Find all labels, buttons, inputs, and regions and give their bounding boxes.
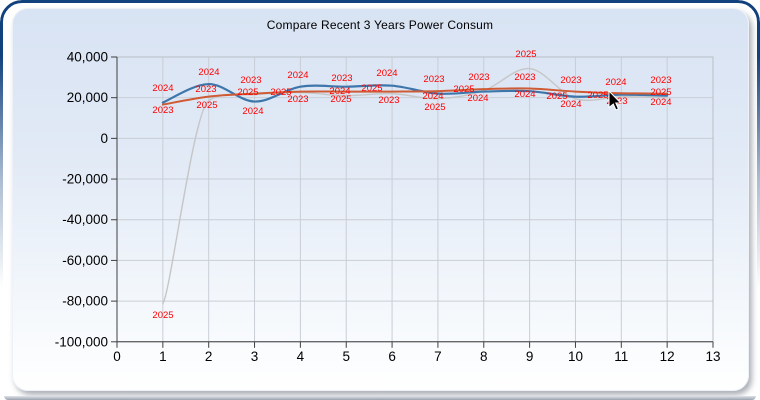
y-tick-label: -40,000: [62, 212, 108, 227]
point-mark-label: 2025: [424, 102, 445, 113]
y-tick-label: 0: [100, 131, 108, 146]
point-mark-label: 2025: [650, 87, 671, 98]
point-mark-label: 2025: [361, 83, 382, 94]
x-tick-label: 7: [434, 349, 442, 364]
point-mark-label: 2025: [587, 90, 608, 101]
point-mark-label: 2025: [453, 84, 474, 95]
x-tick-label: 12: [660, 349, 675, 364]
point-mark-label: 2025: [196, 100, 217, 111]
x-tick-label: 4: [297, 349, 305, 364]
point-mark-label: 2024: [287, 70, 308, 81]
point-mark-label: 2023: [423, 74, 444, 85]
series-line-2024: [161, 82, 669, 104]
x-tick-label: 1: [159, 349, 167, 364]
point-mark-label: 2024: [605, 77, 626, 88]
point-mark-label: 2024: [152, 83, 173, 94]
point-mark-label: 2024: [560, 99, 581, 110]
series-line-2025: [162, 67, 668, 305]
point-mark-label: 2025: [237, 87, 258, 98]
point-mark-label: 2023: [240, 75, 261, 86]
point-mark-label: 2023: [606, 96, 627, 107]
x-tick-label: 9: [526, 349, 534, 364]
point-mark-label: 2023: [152, 105, 173, 116]
point-mark-label: 2025: [515, 49, 536, 60]
point-mark-label: 2023: [331, 73, 352, 84]
point-mark-label: 2024: [329, 86, 350, 97]
y-tick-label: -100,000: [55, 334, 108, 349]
point-mark-label: 2023: [378, 95, 399, 106]
y-tick-label: 40,000: [67, 50, 108, 65]
y-tick-label: -60,000: [62, 253, 108, 268]
point-mark-label: 2025: [330, 94, 351, 105]
point-mark-label: 2024: [376, 68, 397, 79]
point-mark-label: 2025: [152, 310, 173, 321]
point-mark-label: 2024: [467, 93, 488, 104]
point-mark-label: 2025: [546, 91, 567, 102]
point-mark-label: 2023: [195, 84, 216, 95]
y-tick-label: -80,000: [62, 294, 108, 309]
point-mark-label: 2023: [560, 75, 581, 86]
y-tick-label: 20,000: [67, 90, 108, 105]
point-mark-label: 2024: [198, 67, 219, 78]
point-mark-label: 2024: [650, 97, 671, 108]
x-tick-label: 0: [113, 349, 121, 364]
x-tick-label: 3: [251, 349, 259, 364]
window-frame-bottom-edge: [4, 396, 756, 400]
chart-title: Compare Recent 3 Years Power Consum: [266, 18, 494, 32]
x-tick-label: 6: [388, 349, 396, 364]
x-tick-label: 2: [205, 349, 213, 364]
x-tick-label: 10: [568, 349, 583, 364]
point-mark-label: 2023: [468, 72, 489, 83]
point-mark-label: 2024: [242, 106, 263, 117]
x-tick-label: 8: [480, 349, 488, 364]
x-tick-label: 11: [614, 349, 628, 364]
point-mark-label: 2024: [514, 89, 535, 100]
point-mark-label: 2023: [287, 94, 308, 105]
series-line-2023: [161, 87, 669, 106]
y-tick-label: -20,000: [62, 172, 108, 187]
x-tick-label: 5: [342, 349, 350, 364]
x-tick-label: 13: [705, 349, 720, 364]
point-mark-label: 2023: [514, 72, 535, 83]
point-mark-label: 2024: [422, 91, 443, 102]
chart-panel: [12, 8, 749, 391]
point-mark-label: 2025: [270, 87, 291, 98]
point-mark-label: 2023: [650, 75, 671, 86]
